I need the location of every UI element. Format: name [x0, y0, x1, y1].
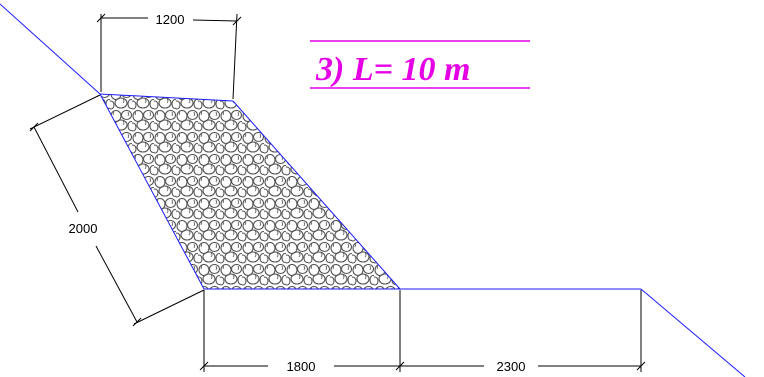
title-text: 3) L= 10 m: [315, 51, 470, 88]
slope-dim-tick-top: [29, 122, 39, 132]
top-dim-tick-right: [232, 16, 242, 26]
top-width-label: 1200: [156, 12, 185, 27]
top-dim-line-right: [192, 19, 238, 22]
bottom-dim-tick-right: [636, 361, 646, 371]
trapezoid-left-edge: [99, 93, 205, 290]
slope-dim-line-upper: [33, 126, 79, 213]
slope-dim-ext-top: [29, 94, 101, 130]
ground-profile: [0, 3, 746, 377]
bottom-dim-tick-left: [199, 361, 209, 371]
dimension-lines: [29, 13, 646, 372]
lower-slope-line: [640, 288, 746, 377]
top-dim-tick-left: [96, 13, 106, 23]
slope-length-label: 2000: [69, 221, 98, 236]
slope-dim-tick-bottom: [132, 317, 142, 327]
upper-slope-line: [0, 3, 101, 95]
slope-dim-ext-bottom: [133, 289, 205, 325]
stone-fill-area: [100, 94, 400, 289]
top-dim-ext-right: [232, 13, 238, 100]
trapezoid-right-edge: [232, 100, 401, 290]
title-block: 3) L= 10 m: [310, 40, 530, 89]
base-width-label: 1800: [287, 359, 316, 374]
bottom-dim-tick-mid: [395, 361, 405, 371]
slope-dim-line-lower: [95, 245, 138, 323]
right-offset-label: 2300: [497, 359, 526, 374]
trapezoid-top-line: [99, 93, 234, 102]
